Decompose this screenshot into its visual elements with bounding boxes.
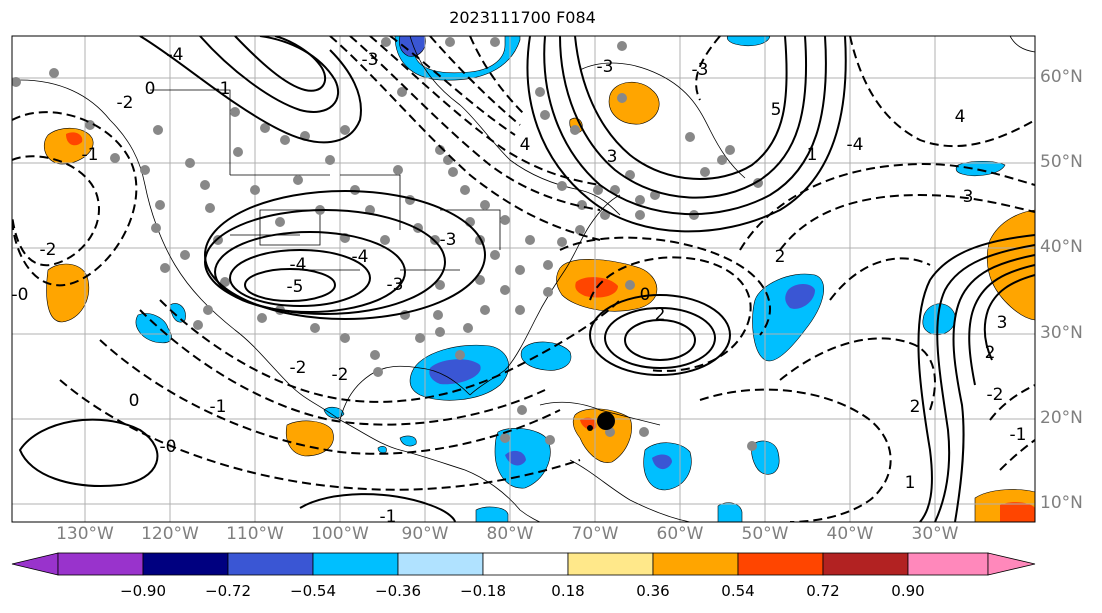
colorbar-segment — [907, 552, 989, 576]
lon-label: 50°W — [741, 524, 789, 544]
colorbar-tick: −0.36 — [375, 582, 421, 600]
contour-label: -3 — [362, 50, 379, 70]
contour-label: -0 — [12, 285, 29, 305]
contour-label: 3 — [997, 313, 1008, 333]
contour-label: 2 — [655, 305, 666, 325]
chart-title: 2023111700 F084 — [449, 8, 596, 27]
contour-label: -0 — [160, 437, 177, 457]
colorbar-segment — [227, 552, 314, 576]
contour-label: 3 — [963, 187, 974, 207]
contour-label: -1 — [82, 145, 99, 165]
contour-label: 2 — [910, 397, 921, 417]
contour-label: 0 — [145, 79, 156, 99]
contour-label: -2 — [987, 385, 1004, 405]
graticule — [12, 36, 1035, 522]
contour-label: -1 — [380, 507, 397, 527]
contour-label: 0 — [129, 391, 140, 411]
station-dots — [12, 37, 763, 451]
storm-track-dot — [587, 425, 593, 431]
storm-center-marker — [597, 412, 615, 430]
contours-solid — [18, 36, 1035, 522]
lon-label: 90°W — [401, 524, 449, 544]
colorbar-tick: 0.54 — [721, 582, 755, 600]
contour-label: -4 — [847, 135, 864, 155]
lon-label: 80°W — [486, 524, 534, 544]
colorbar-segment — [397, 552, 484, 576]
lat-label: 30°N — [1040, 323, 1083, 343]
contour-label: -3 — [387, 275, 404, 295]
lat-label: 50°N — [1040, 152, 1083, 172]
shading-layer — [44, 36, 1035, 522]
colorbar-segment — [567, 552, 654, 576]
contour-label: -2 — [332, 365, 349, 385]
contour-label: 0 — [640, 285, 651, 305]
colorbar-tick: 0.36 — [636, 582, 670, 600]
colorbar — [11, 552, 1036, 576]
colorbar-tick: 0.90 — [891, 582, 925, 600]
lat-label: 60°N — [1040, 67, 1083, 87]
colorbar-under-arrow — [11, 552, 59, 576]
contour-label: -5 — [287, 277, 304, 297]
contour-label: -2 — [290, 358, 307, 378]
contour-label: -1 — [210, 397, 227, 417]
contour-labels: -4 -3 -2 -1 0 0 -2 -3 -4 -5 -4 -3 -2 -1 … — [12, 45, 1027, 527]
colorbar-segment — [822, 552, 909, 576]
plot-frame — [11, 35, 1036, 523]
lon-label: 100°W — [311, 524, 369, 544]
colorbar-segment — [652, 552, 739, 576]
lon-label: 130°W — [56, 524, 114, 544]
colorbar-tick: −0.18 — [460, 582, 506, 600]
colorbar-segment — [142, 552, 229, 576]
colorbar-segment — [312, 552, 399, 576]
contour-label: -3 — [440, 230, 457, 250]
contour-label: 5 — [771, 100, 782, 120]
contour-label: -1 — [214, 79, 231, 99]
lat-label: 40°N — [1040, 237, 1083, 257]
contour-label: -4 — [290, 255, 307, 275]
lon-label: 60°W — [656, 524, 704, 544]
contour-label: -2 — [117, 93, 134, 113]
colorbar-tick: 0.18 — [551, 582, 585, 600]
colorbar-segment — [737, 552, 824, 576]
contour-label: 3 — [607, 147, 618, 167]
contour-label: 1 — [905, 473, 916, 493]
colorbar-tick: −0.90 — [120, 582, 166, 600]
contour-label: 1 — [807, 145, 818, 165]
lat-label: 20°N — [1040, 408, 1083, 428]
contour-label: 2 — [775, 247, 786, 267]
lon-label: 110°W — [226, 524, 284, 544]
lat-label: 10°N — [1040, 493, 1083, 513]
colorbar-tick: 0.72 — [806, 582, 840, 600]
contour-label: -1 — [1010, 425, 1027, 445]
contour-label: 4 — [955, 107, 966, 127]
lon-label: 70°W — [571, 524, 619, 544]
coastlines — [19, 36, 1035, 522]
contours-dashed — [12, 36, 1035, 522]
lon-label: 40°W — [826, 524, 874, 544]
contour-label: -4 — [167, 45, 184, 65]
colorbar-over-arrow — [987, 552, 1036, 576]
contour-label: -3 — [597, 57, 614, 77]
colorbar-segment — [57, 552, 144, 576]
lon-label: 30°W — [911, 524, 959, 544]
colorbar-segment — [482, 552, 569, 576]
contour-label: -2 — [40, 240, 57, 260]
contour-label: 4 — [520, 135, 531, 155]
lon-label: 120°W — [141, 524, 199, 544]
contour-label: -4 — [352, 247, 369, 267]
colorbar-tick: −0.72 — [205, 582, 251, 600]
contour-label: -3 — [692, 60, 709, 80]
colorbar-tick: −0.54 — [290, 582, 336, 600]
contour-label: 2 — [985, 343, 996, 363]
